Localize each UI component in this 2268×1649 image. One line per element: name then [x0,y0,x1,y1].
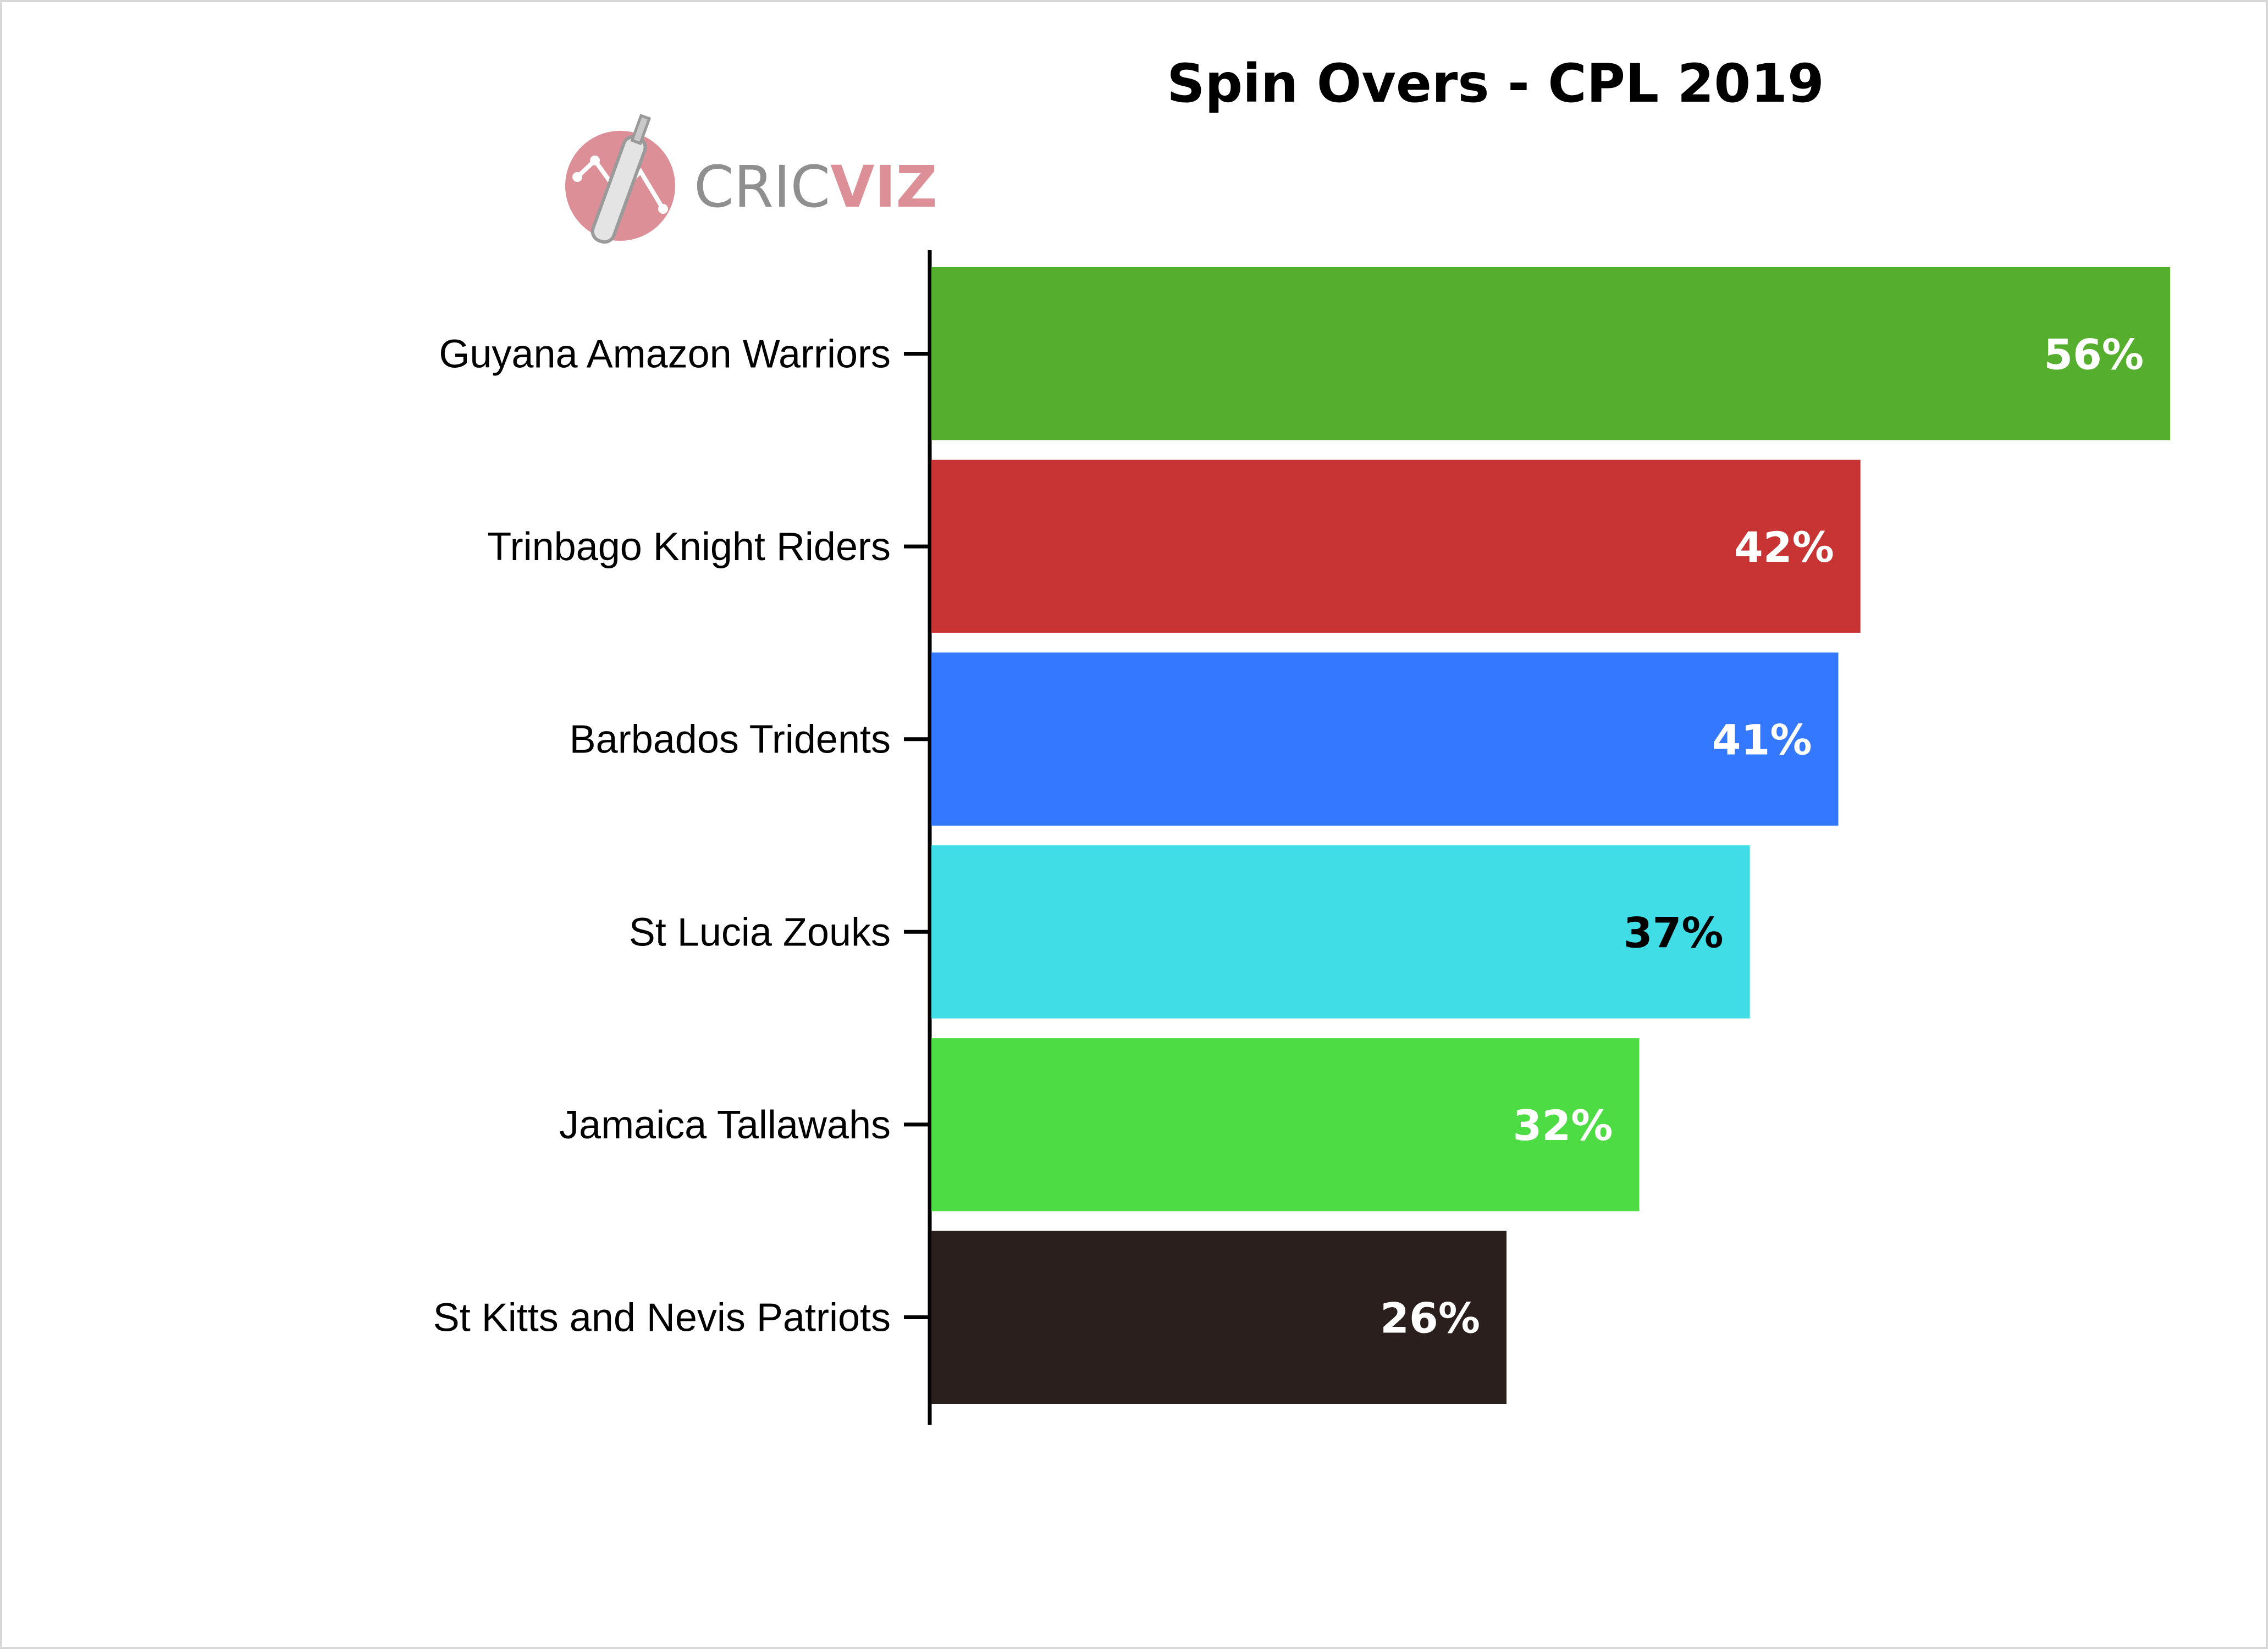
y-tick-label: Barbados Tridents [570,718,891,762]
bar-trinbago-knight-riders [931,460,1861,633]
bar-value-label: 41% [1712,716,1812,765]
y-tick-label: St Lucia Zouks [629,910,891,954]
bar-guyana-amazon-warriors [931,267,2170,440]
bar-value-label: 32% [1513,1101,1613,1150]
bar-value-label: 56% [2044,330,2144,379]
y-tick-label: St Kitts and Nevis Patriots [433,1296,891,1340]
cricket-bat-icon [565,113,675,245]
bars-group: 56% 42% 41% 37% 32% 26% [931,267,2170,1404]
y-tick-label: Trinbago Knight Riders [487,525,891,569]
y-tick-group: Guyana Amazon Warriors Trinbago Knight Ri… [433,333,930,1340]
y-tick-label: Jamaica Tallawahs [559,1103,891,1147]
logo-text-accent: VIZ [830,153,937,220]
y-tick-label: Guyana Amazon Warriors [439,333,891,377]
logo-text-main: CRIC [694,153,830,220]
cricviz-logo: CRICVIZ [565,113,937,245]
bar-value-label: 37% [1624,908,1724,957]
bar-value-label: 26% [1380,1294,1480,1343]
bar-barbados-tridents [931,652,1839,826]
chart-title: Spin Overs - CPL 2019 [1167,53,1824,114]
svg-text:CRICVIZ: CRICVIZ [694,153,937,220]
bar-value-label: 42% [1734,523,1834,572]
